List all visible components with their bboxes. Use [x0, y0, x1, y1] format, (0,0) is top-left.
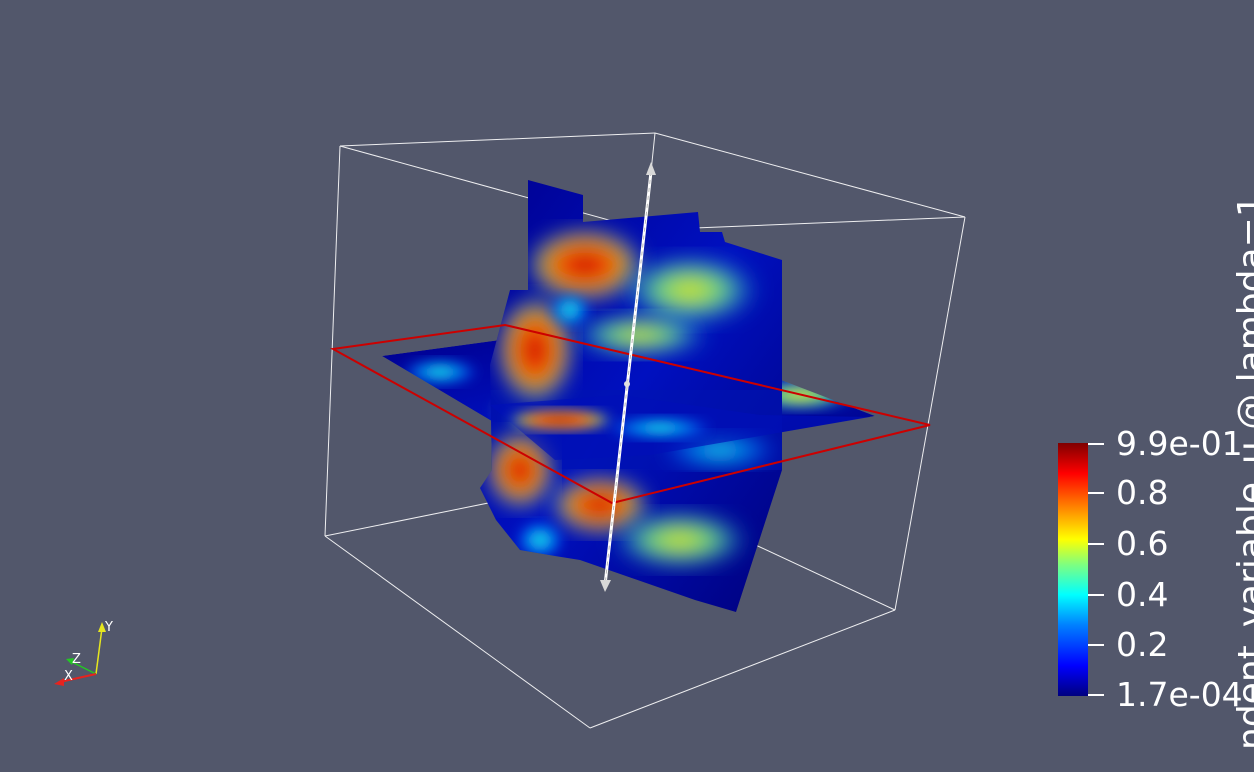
color-legend-bar	[1058, 443, 1088, 696]
orientation-axes: Y Z X	[48, 618, 128, 692]
legend-tick	[1088, 644, 1104, 646]
line-widget-top-handle[interactable]	[646, 162, 656, 175]
legend-tick	[1088, 492, 1104, 494]
legend-label: 0.8	[1116, 473, 1169, 512]
legend-tick	[1088, 543, 1104, 545]
y-axis-label: Y	[105, 620, 113, 635]
line-widget-bottom-handle[interactable]	[600, 580, 611, 592]
legend-tick	[1088, 594, 1104, 596]
y-axis-arrow-icon	[98, 622, 106, 632]
x-axis-label: X	[64, 669, 73, 684]
plane-widget-outline[interactable]	[329, 323, 931, 505]
z-axis-arrow-icon	[66, 658, 74, 665]
legend-tick	[1088, 443, 1104, 445]
line-widget[interactable]	[600, 162, 656, 592]
legend-label: 0.6	[1116, 524, 1169, 563]
color-legend: 9.9e-01 0.8 0.6 0.4 0.2 1.7e-04	[1058, 427, 1243, 711]
line-widget-center-handle[interactable]	[624, 381, 630, 387]
legend-label-min: 1.7e-04	[1116, 675, 1243, 714]
legend-label: 0.4	[1116, 575, 1169, 614]
z-axis-label: Z	[72, 652, 81, 667]
legend-tick	[1088, 694, 1104, 696]
legend-label: 0.2	[1116, 625, 1169, 664]
horizontal-slice-front	[490, 395, 870, 460]
orientation-axes-svg	[54, 622, 106, 686]
bounding-box	[324, 132, 966, 729]
x-axis-arrow-icon	[54, 678, 64, 686]
legend-label-max: 9.9e-01	[1116, 424, 1243, 463]
color-legend-title: ndent_variable_u @ lambda=1	[1231, 194, 1254, 750]
vertical-slice	[480, 180, 782, 612]
